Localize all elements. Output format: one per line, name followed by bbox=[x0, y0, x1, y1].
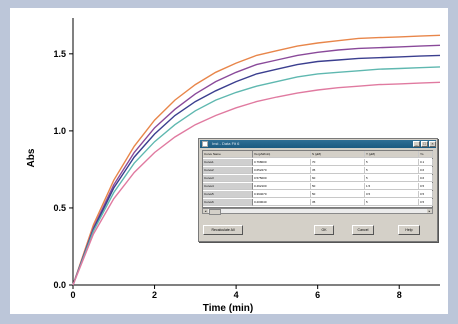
x-tick-label: 0 bbox=[70, 290, 75, 300]
table-cell[interactable]: 5 bbox=[365, 199, 419, 206]
table-cell[interactable]: 70 bbox=[311, 159, 365, 166]
table-row[interactable]: Curve2 0.652270 35 5 0.6 bbox=[203, 167, 433, 175]
table-row[interactable]: Curve4 0.492100 50 1.5 0.5 bbox=[203, 183, 433, 191]
minimize-icon[interactable]: _ bbox=[413, 141, 420, 147]
chart-series-layer bbox=[72, 34, 441, 286]
scrollbar-thumb[interactable] bbox=[209, 209, 221, 215]
column-header[interactable]: Yo bbox=[419, 151, 433, 158]
table-cell[interactable]: 0.394070 bbox=[253, 191, 311, 198]
x-tick-label: 2 bbox=[152, 290, 157, 300]
table-cell[interactable]: 5 bbox=[365, 167, 419, 174]
table-cell[interactable]: 35 bbox=[311, 199, 365, 206]
column-header[interactable]: Vo (μM/min) bbox=[253, 151, 311, 158]
table-cell[interactable]: 1.5 bbox=[365, 183, 419, 190]
dialog-title: Inst - Data Fit 6 bbox=[212, 141, 240, 146]
table-cell[interactable]: Curve1 bbox=[203, 159, 253, 166]
table-cell[interactable]: Curve4 bbox=[203, 183, 253, 190]
table-cell[interactable]: 0.200040 bbox=[253, 199, 311, 206]
series-line-2 bbox=[72, 44, 441, 286]
table-row[interactable]: Curve3 0.575000 60 5 0.6 bbox=[203, 175, 433, 183]
x-tick-label: 4 bbox=[234, 290, 239, 300]
column-header[interactable]: Y (μM) bbox=[365, 151, 419, 158]
table-cell[interactable]: 0.5 bbox=[419, 183, 433, 190]
horizontal-scrollbar[interactable]: ◂ ▸ bbox=[202, 208, 433, 215]
series-line-1 bbox=[72, 34, 441, 286]
help-button[interactable]: Help bbox=[398, 225, 420, 235]
series-line-3 bbox=[72, 54, 441, 286]
kinetics-chart: 0 2 4 6 8 0.0 0.5 1.0 1.5 Time (min) Abs bbox=[26, 18, 441, 314]
y-tick-label: 0.5 bbox=[53, 203, 66, 213]
table-cell[interactable]: 50 bbox=[311, 191, 365, 198]
x-tick-label: 8 bbox=[397, 290, 402, 300]
data-fit-dialog[interactable]: Inst - Data Fit 6 _ □ × Curve Name Vo (μ… bbox=[198, 138, 438, 242]
column-header[interactable]: Curve Name bbox=[203, 151, 253, 158]
curve-grid[interactable]: Curve Name Vo (μM/min) S (μM) Y (μM) Yo … bbox=[202, 150, 433, 208]
table-cell[interactable]: 60 bbox=[311, 175, 365, 182]
table-cell[interactable]: Curve2 bbox=[203, 167, 253, 174]
table-cell[interactable]: 5 bbox=[365, 175, 419, 182]
column-header[interactable]: S (μM) bbox=[311, 151, 365, 158]
table-row[interactable]: Curve1 0.768000 70 5 0.1 bbox=[203, 159, 433, 167]
scroll-right-icon[interactable]: ▸ bbox=[427, 209, 432, 213]
table-cell[interactable]: 0.6 bbox=[419, 175, 433, 182]
ok-button[interactable]: OK bbox=[314, 225, 334, 235]
scroll-left-icon[interactable]: ◂ bbox=[203, 209, 208, 213]
table-cell[interactable]: Curve5 bbox=[203, 191, 253, 198]
cancel-button[interactable]: Cancel bbox=[352, 225, 374, 235]
table-row[interactable]: Curve6 0.200040 35 5 0.5 bbox=[203, 199, 433, 207]
y-axis-label: Abs bbox=[26, 148, 37, 167]
recalculate-all-button[interactable]: Recalculate All bbox=[203, 225, 243, 235]
series-line-4 bbox=[72, 66, 441, 286]
maximize-icon[interactable]: □ bbox=[421, 141, 428, 147]
table-cell[interactable]: 0.6 bbox=[419, 167, 433, 174]
table-cell[interactable]: 0.5 bbox=[419, 199, 433, 206]
table-cell[interactable]: 0.652270 bbox=[253, 167, 311, 174]
grid-header-row: Curve Name Vo (μM/min) S (μM) Y (μM) Yo bbox=[203, 151, 433, 159]
y-tick-label: 1.0 bbox=[53, 126, 66, 136]
table-cell[interactable]: 35 bbox=[311, 167, 365, 174]
table-cell[interactable]: 50 bbox=[311, 183, 365, 190]
table-cell[interactable]: 0.768000 bbox=[253, 159, 311, 166]
x-axis-label: Time (min) bbox=[203, 303, 253, 314]
y-tick-label: 1.5 bbox=[53, 49, 66, 59]
table-cell[interactable]: 0.5 bbox=[419, 191, 433, 198]
window-icon bbox=[202, 141, 208, 147]
y-tick-label: 0.0 bbox=[53, 280, 66, 290]
table-cell[interactable]: 0.1 bbox=[419, 159, 433, 166]
table-cell[interactable]: 0.575000 bbox=[253, 175, 311, 182]
table-row[interactable]: Curve5 0.394070 50 0.5 0.5 bbox=[203, 191, 433, 199]
table-cell[interactable]: 5 bbox=[365, 159, 419, 166]
table-cell[interactable]: Curve3 bbox=[203, 175, 253, 182]
close-icon[interactable]: × bbox=[429, 141, 436, 147]
dialog-title-bar[interactable]: Inst - Data Fit 6 _ □ × bbox=[200, 140, 436, 148]
table-cell[interactable]: 0.492100 bbox=[253, 183, 311, 190]
table-cell[interactable]: 0.5 bbox=[365, 191, 419, 198]
series-line-5 bbox=[72, 81, 441, 286]
table-cell[interactable]: Curve6 bbox=[203, 199, 253, 206]
x-tick-label: 6 bbox=[315, 290, 320, 300]
chart-axes: 0 2 4 6 8 0.0 0.5 1.0 1.5 bbox=[53, 18, 440, 300]
